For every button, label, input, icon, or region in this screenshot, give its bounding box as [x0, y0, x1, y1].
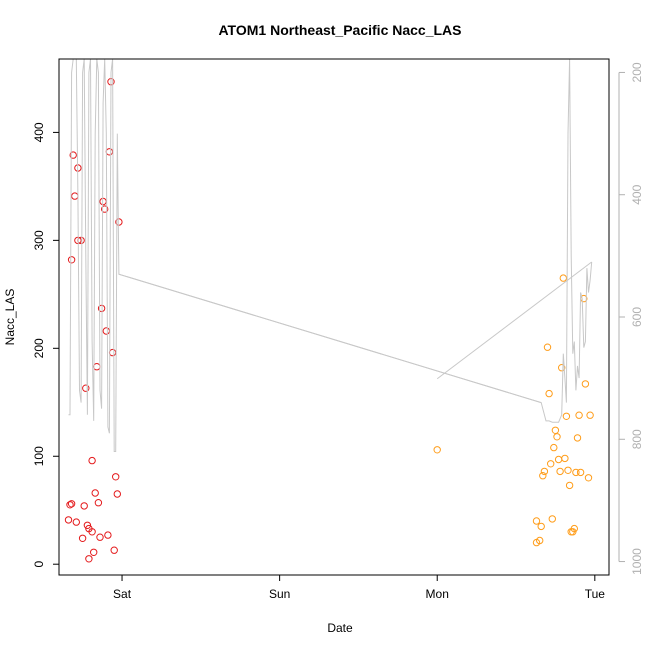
data-point-series-2 — [532, 517, 541, 525]
data-point-series-1 — [78, 534, 87, 542]
data-point-series-2 — [433, 446, 441, 454]
data-point-series-2 — [543, 343, 552, 351]
y-tick-label: 100 — [32, 446, 46, 466]
data-point-series-1 — [72, 518, 81, 526]
data-point-series-1 — [110, 546, 118, 554]
plot-frame — [58, 58, 610, 576]
chart-title: ATOM1 Northeast_Pacific Nacc_LAS — [218, 22, 461, 38]
data-point-series-2 — [545, 389, 553, 398]
data-point-series-1 — [82, 384, 90, 392]
x-tick-label: Mon — [426, 587, 449, 601]
data-point-series-1 — [104, 531, 112, 539]
data-point-series-2 — [562, 412, 571, 420]
data-point-series-2 — [558, 364, 566, 372]
data-point-series-2 — [550, 443, 558, 452]
data-point-series-1 — [91, 489, 99, 497]
altitude-trace-connector — [118, 273, 542, 404]
data-point-series-2 — [586, 411, 594, 419]
data-point-series-2 — [575, 411, 583, 419]
data-point-series-2 — [572, 468, 580, 477]
data-point-series-2 — [554, 455, 563, 464]
y2-tick-label: 200 — [630, 62, 644, 82]
data-point-series-1 — [115, 218, 123, 226]
data-point-series-1 — [83, 521, 92, 529]
y2-tick-label: 400 — [630, 184, 644, 204]
data-point-series-2 — [565, 481, 574, 490]
data-point-series-1 — [102, 327, 111, 335]
x-axis-label: Date — [327, 621, 353, 635]
data-point-series-2 — [559, 274, 567, 282]
y-tick-label: 0 — [32, 561, 46, 568]
y2-tick-label: 800 — [630, 429, 644, 449]
series-layer — [64, 59, 594, 563]
y2-tick-label: 600 — [630, 307, 644, 327]
data-point-series-1 — [105, 148, 114, 156]
data-point-series-1 — [93, 363, 101, 371]
data-point-series-2 — [576, 468, 585, 477]
data-point-series-1 — [69, 151, 77, 159]
y-axis-label: Nacc_LAS — [3, 289, 17, 346]
data-point-series-2 — [547, 460, 555, 468]
data-point-series-1 — [94, 499, 103, 507]
data-point-series-1 — [64, 516, 73, 524]
data-point-series-1 — [90, 548, 98, 556]
data-point-series-2 — [539, 472, 547, 480]
data-point-series-2 — [537, 522, 545, 531]
data-point-series-2 — [556, 467, 564, 476]
data-point-series-1 — [101, 205, 109, 213]
data-point-series-1 — [67, 500, 76, 508]
data-point-series-2 — [553, 433, 561, 441]
data-point-series-2 — [573, 434, 582, 442]
data-point-series-1 — [112, 473, 120, 481]
data-point-series-2 — [551, 426, 560, 434]
altitude-trace-connector — [436, 261, 592, 380]
data-point-series-2 — [561, 454, 569, 463]
data-point-series-2 — [584, 474, 593, 482]
data-point-series-2 — [564, 466, 572, 474]
data-point-series-1 — [80, 502, 88, 510]
data-point-series-2 — [570, 524, 578, 533]
y-tick-label: 400 — [32, 122, 46, 142]
data-point-series-1 — [67, 256, 76, 264]
data-point-series-2 — [540, 467, 549, 476]
data-point-series-1 — [71, 192, 79, 200]
data-point-series-1 — [113, 490, 122, 498]
data-point-series-1 — [88, 456, 96, 465]
y-tick-label: 200 — [32, 338, 46, 358]
data-point-series-1 — [108, 348, 117, 357]
x-tick-label: Sun — [269, 587, 290, 601]
y-tick-label: 300 — [32, 230, 46, 250]
data-point-series-1 — [66, 501, 74, 509]
axes-layer: Sat Sun Mon Tue 0 100 200 300 400 200 400 600 800 100… — [32, 62, 644, 601]
x-tick-label: Sat — [113, 587, 132, 601]
data-point-series-1 — [85, 555, 93, 563]
y2-tick-label: 1000 — [630, 548, 644, 575]
data-point-series-2 — [581, 380, 590, 388]
data-point-series-2 — [548, 515, 556, 523]
data-point-series-1 — [96, 533, 104, 541]
x-tick-label: Tue — [585, 587, 606, 601]
data-point-series-2 — [536, 536, 544, 545]
data-point-series-1 — [88, 528, 96, 536]
altitude-trace-line — [68, 59, 593, 452]
